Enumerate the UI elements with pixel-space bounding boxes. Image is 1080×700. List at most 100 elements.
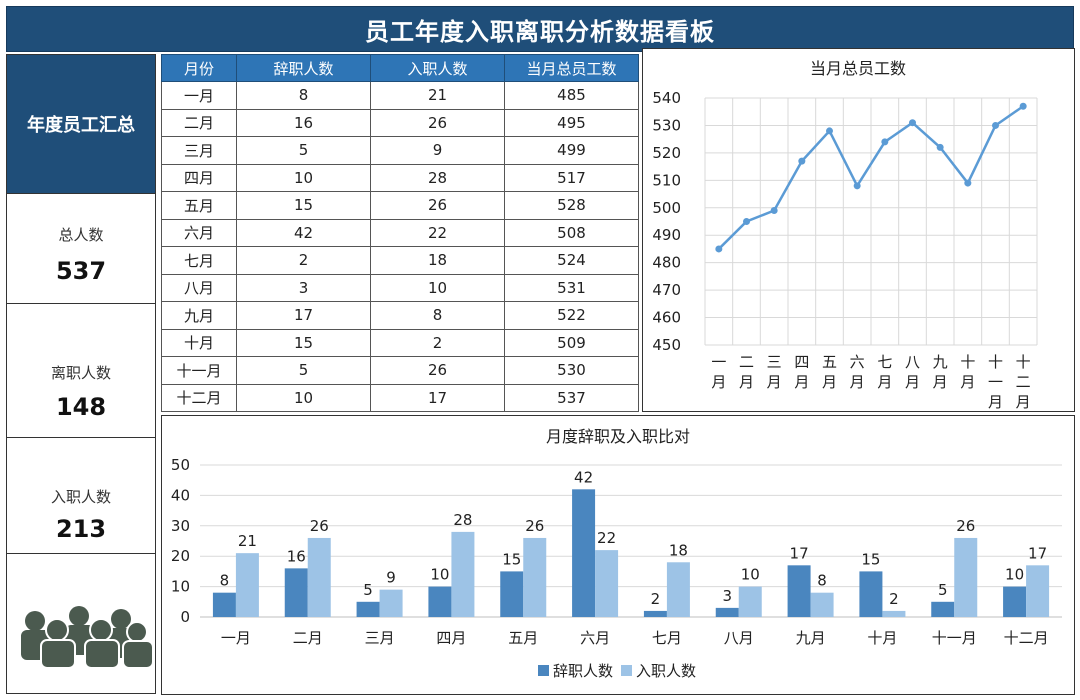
bar-value-label: 26 (525, 517, 544, 535)
header-hire: 入职人数 (370, 54, 505, 82)
cell-hire: 17 (370, 383, 505, 412)
x-tick-label: 九月 (933, 353, 948, 391)
svg-text:月: 月 (822, 373, 837, 391)
x-tick-label: 十二月 (1016, 353, 1031, 411)
x-tick-label: 六月 (850, 353, 865, 391)
bar (523, 537, 547, 617)
bar-value-label: 10 (430, 566, 449, 584)
bar-value-label: 26 (956, 517, 975, 535)
x-tick-label: 四月 (794, 353, 809, 391)
bar-value-label: 9 (386, 569, 396, 587)
line-point (909, 119, 916, 127)
bar (356, 601, 380, 617)
svg-text:四: 四 (794, 353, 809, 371)
resign-label: 离职人数 (50, 364, 111, 382)
x-tick-label: 七月 (652, 629, 682, 647)
bar (212, 592, 236, 617)
x-tick-label: 十一月 (988, 353, 1003, 411)
bar (451, 531, 475, 617)
x-tick-label: 三月 (767, 353, 782, 391)
svg-text:八: 八 (905, 353, 920, 371)
bar (428, 586, 452, 617)
hire-label: 入职人数 (50, 488, 111, 506)
table-row: 五月 15 26 528 (161, 191, 639, 220)
x-tick-label: 五月 (822, 353, 837, 391)
cell-hire: 9 (370, 136, 505, 165)
cell-month: 五月 (161, 191, 237, 220)
y-tick-label: 540 (652, 89, 681, 107)
people-group-icon (7, 553, 155, 694)
legend-swatch (538, 665, 549, 676)
y-tick-label: 10 (171, 578, 190, 596)
bar (307, 537, 331, 617)
cell-total: 517 (504, 163, 639, 192)
bar (954, 537, 978, 617)
table-row: 四月 10 28 517 (161, 163, 639, 192)
bar-value-label: 2 (889, 590, 899, 608)
svg-text:十: 十 (988, 353, 1003, 371)
x-tick-label: 四月 (436, 629, 466, 647)
y-tick-label: 490 (652, 226, 681, 244)
cell-hire: 8 (370, 301, 505, 330)
cell-total: 537 (504, 383, 639, 412)
line-point (992, 121, 999, 129)
cell-hire: 18 (370, 246, 505, 275)
cell-resign: 8 (236, 81, 371, 110)
x-tick-label: 十月 (960, 353, 975, 391)
line-point (743, 218, 750, 225)
cell-hire: 26 (370, 356, 505, 385)
svg-text:月: 月 (739, 373, 754, 391)
bar-value-label: 42 (574, 468, 593, 486)
bar-chart-title: 月度辞职及入职比对 (546, 427, 690, 446)
line-point (770, 207, 778, 215)
y-tick-label: 30 (171, 517, 190, 535)
line-point (798, 157, 806, 165)
x-tick-label: 六月 (580, 629, 610, 647)
cell-month: 四月 (161, 163, 237, 192)
header-total: 当月总员工数 (504, 54, 639, 82)
bar (235, 553, 259, 617)
cell-total: 524 (504, 246, 639, 275)
header-month: 月份 (161, 54, 237, 82)
bar (379, 589, 403, 617)
svg-text:一: 一 (988, 373, 1003, 391)
y-tick-label: 470 (652, 281, 681, 299)
cell-total: 522 (504, 301, 639, 330)
legend-swatch (621, 665, 632, 676)
total-label: 总人数 (58, 226, 104, 244)
bar-value-label: 18 (669, 541, 688, 559)
y-tick-label: 530 (652, 116, 681, 134)
table-header-row: 月份 辞职人数 入职人数 当月总员工数 (161, 54, 639, 82)
bar (738, 586, 762, 617)
cell-resign: 3 (236, 273, 371, 302)
cell-month: 十一月 (161, 356, 237, 385)
y-tick-label: 500 (652, 199, 681, 217)
y-tick-label: 20 (171, 547, 190, 565)
svg-text:三: 三 (767, 353, 782, 371)
line-point (881, 138, 889, 146)
y-tick-label: 450 (652, 336, 681, 354)
x-tick-label: 二月 (739, 353, 754, 391)
cell-resign: 17 (236, 301, 371, 330)
svg-text:七: 七 (877, 353, 892, 371)
legend-item: 辞职人数 (538, 662, 613, 680)
line-point (936, 143, 944, 151)
legend-label: 辞职人数 (553, 662, 613, 680)
total-stat: 总人数 537 (7, 193, 155, 303)
bar-value-label: 15 (502, 550, 521, 568)
svg-text:月: 月 (711, 373, 726, 391)
cell-resign: 10 (236, 163, 371, 192)
svg-text:六: 六 (850, 353, 865, 371)
cell-month: 九月 (161, 301, 237, 330)
summary-panel: 年度员工汇总 总人数 537 离职人数 148 入职人数 213 (6, 54, 156, 694)
bar-value-label: 22 (597, 529, 616, 547)
cell-total: 528 (504, 191, 639, 220)
cell-resign: 15 (236, 191, 371, 220)
cell-month: 六月 (161, 218, 237, 247)
legend-label: 入职人数 (636, 662, 696, 680)
line-point (964, 179, 972, 187)
svg-text:月: 月 (960, 373, 975, 391)
y-tick-label: 460 (652, 309, 681, 327)
table-row: 十一月 5 26 530 (161, 356, 639, 385)
